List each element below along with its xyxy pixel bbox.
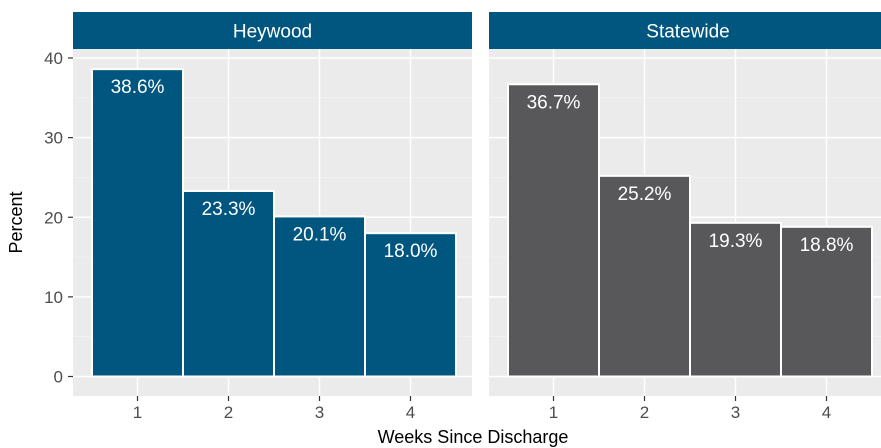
bar-statewide-1	[507, 83, 600, 378]
facet-strip-label: Statewide	[646, 22, 729, 43]
y-tick-label: 0	[54, 368, 63, 387]
bar-statewide-4	[780, 225, 873, 378]
facet-strip	[489, 12, 881, 49]
y-tick-label: 20	[44, 208, 63, 227]
bar-heywood-2	[182, 189, 275, 378]
bar-data-label: 23.3%	[202, 199, 256, 220]
x-tick-label: 4	[822, 403, 831, 422]
y-tick-label: 10	[44, 288, 63, 307]
bar-data-label: 36.7%	[527, 92, 581, 113]
x-tick-label: 2	[224, 403, 233, 422]
bar-statewide-2	[598, 174, 691, 378]
bar-data-label: 25.2%	[618, 184, 672, 205]
bar-data-label: 18.8%	[800, 235, 854, 256]
facet-panel-heywood: Heywood 38.6% 1 23.3% 2 20.1% 3 18.0% 4	[73, 12, 472, 422]
x-axis-title: Weeks Since Discharge	[378, 427, 569, 447]
bar-heywood-1	[91, 68, 184, 378]
y-tick-label: 30	[44, 129, 63, 148]
facet-panel-statewide: Statewide 36.7% 1 25.2% 2 19.3% 3 18.8% 4	[489, 12, 881, 422]
bar-statewide-3	[689, 221, 782, 378]
facet-strip-label: Heywood	[233, 22, 312, 43]
bar-data-label: 18.0%	[384, 241, 438, 262]
x-tick-label: 3	[315, 403, 324, 422]
bar-data-label: 20.1%	[293, 224, 347, 245]
x-tick-label: 1	[133, 403, 142, 422]
y-tick-label: 40	[44, 49, 63, 68]
x-tick-label: 4	[406, 403, 415, 422]
bar-data-label: 38.6%	[111, 77, 165, 98]
x-tick-label: 1	[549, 403, 558, 422]
bar-data-label: 19.3%	[709, 231, 763, 252]
bar-heywood-4	[364, 232, 457, 378]
y-axis-title: Percent	[6, 191, 26, 253]
chart-panels: Heywood38.6%123.3%220.1%318.0%4Statewide…	[73, 12, 881, 422]
x-tick-label: 2	[640, 403, 649, 422]
y-axis: 0 10 20 30 40	[44, 49, 73, 387]
facet-strip	[73, 12, 472, 49]
x-tick-label: 3	[731, 403, 740, 422]
